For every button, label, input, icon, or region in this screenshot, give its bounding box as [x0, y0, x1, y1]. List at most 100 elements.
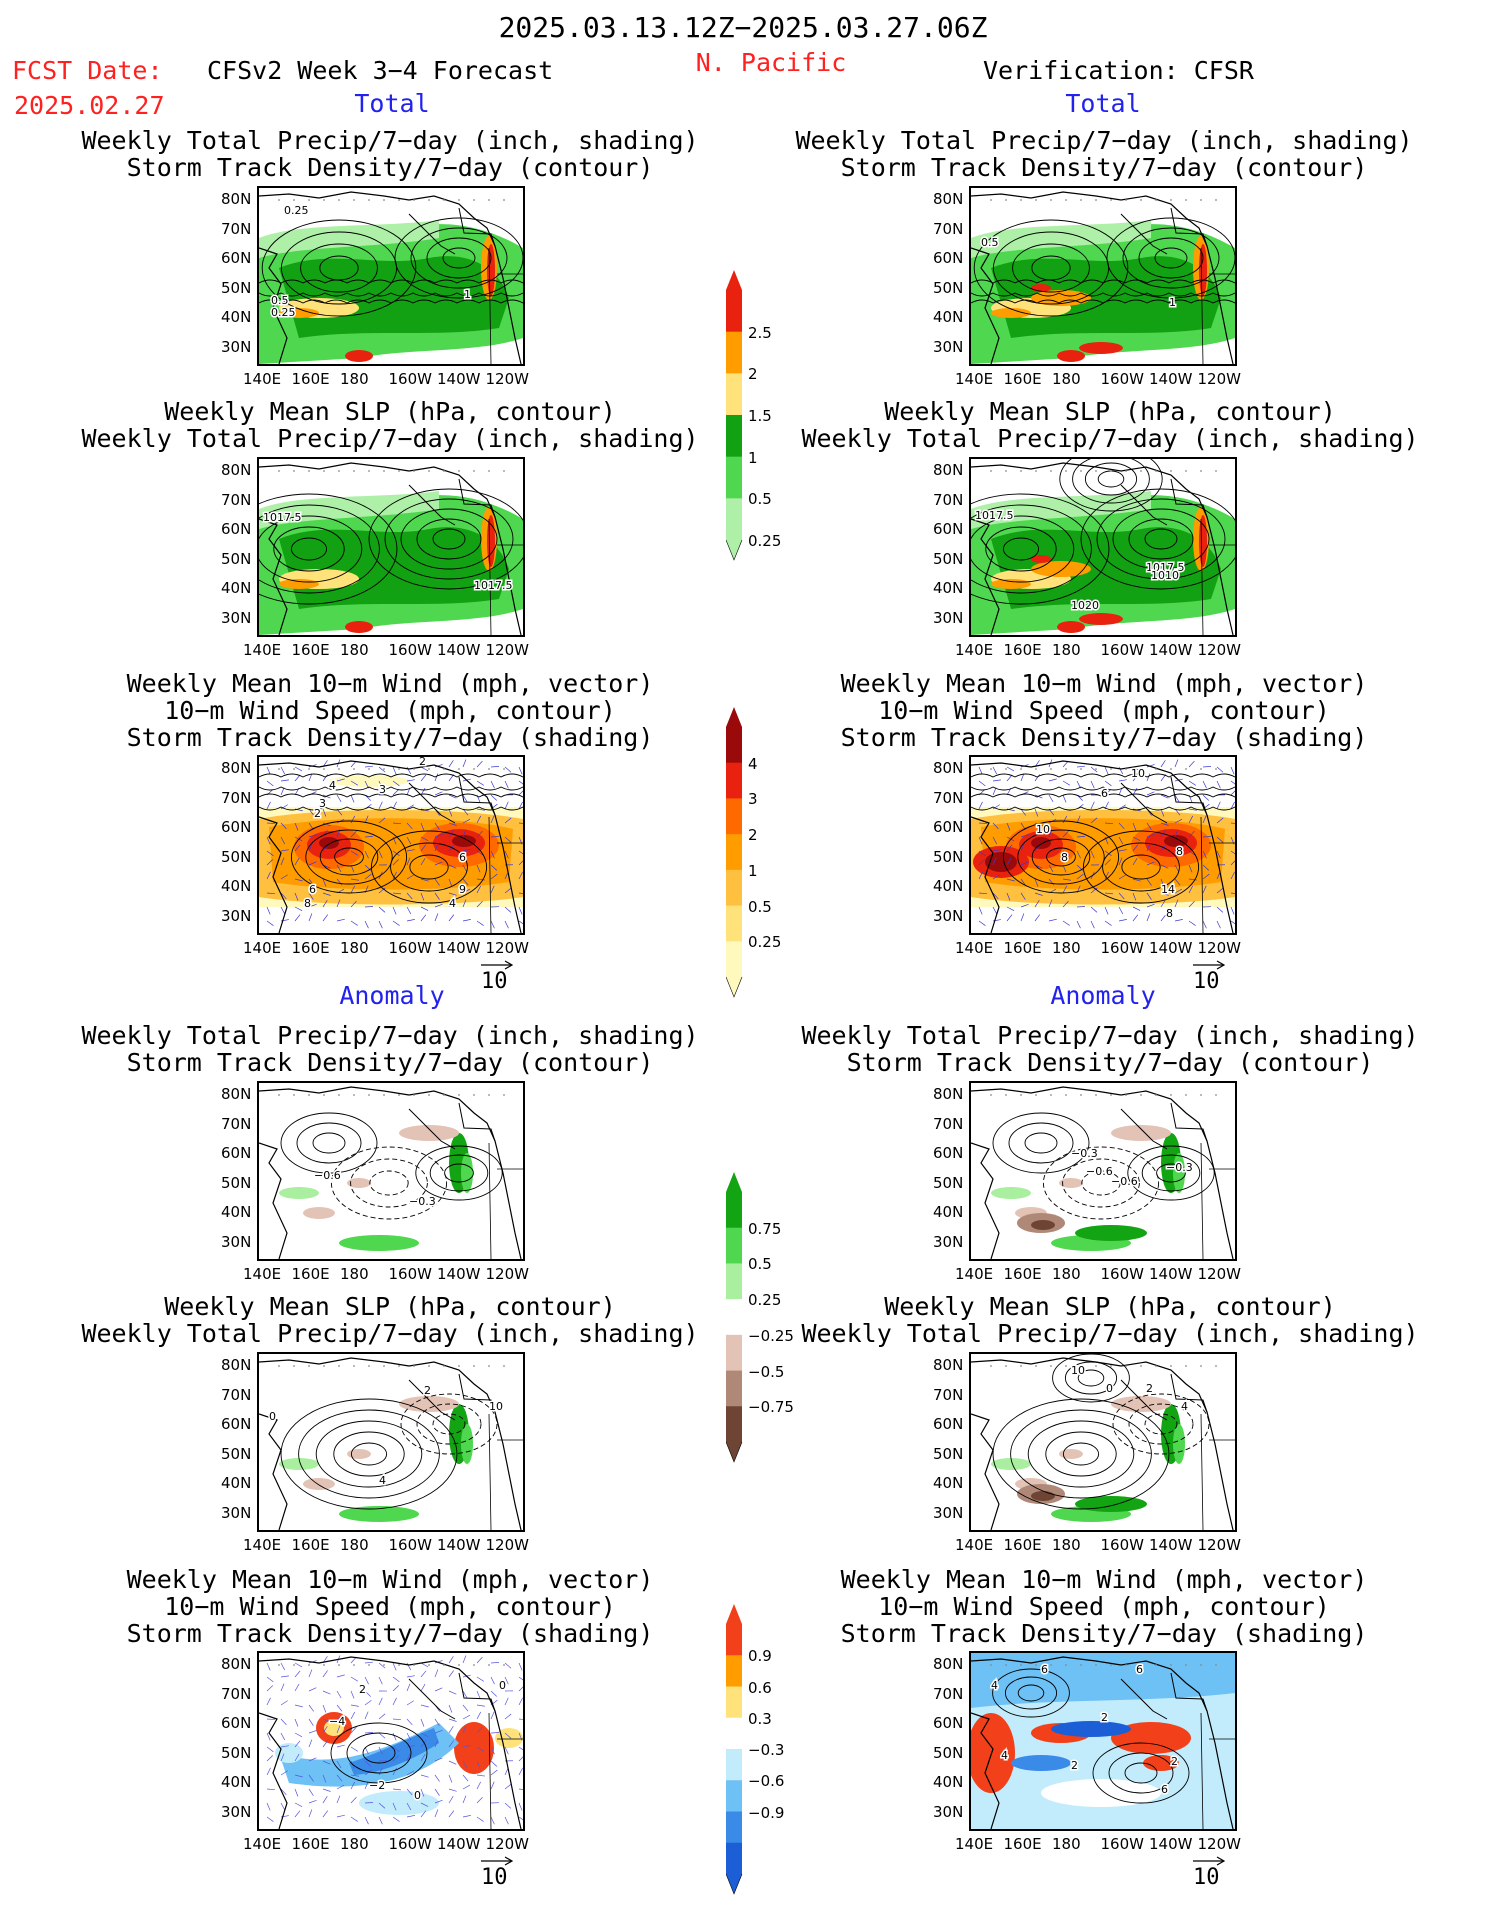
wind-vector — [364, 1746, 369, 1755]
wind-vector — [1006, 766, 1015, 772]
coastline-asia — [259, 191, 410, 364]
wind-vector — [1146, 861, 1155, 866]
wind-vector — [1188, 760, 1195, 768]
lon-tick-label: 120W — [1197, 1835, 1241, 1853]
grid-dot — [413, 1664, 415, 1666]
precip-red — [487, 244, 495, 296]
wind-vector — [448, 1704, 453, 1713]
grid-dot — [1110, 768, 1112, 770]
grid-dot — [1215, 470, 1217, 472]
reference-vector-label: 10 — [481, 969, 508, 994]
lat-tick-label: 30N — [933, 337, 964, 356]
slp-anom-contour — [1128, 1403, 1194, 1445]
map-panel-12: 6 6 4 2 4 2 2 6 — [969, 1651, 1237, 1831]
contour-label: 6 — [1041, 1663, 1048, 1676]
grid-dot — [1020, 768, 1022, 770]
lat-tick-label: 80N — [933, 1085, 964, 1103]
lon-tick-label: 180 — [340, 641, 369, 659]
wind-vector — [518, 1662, 523, 1671]
wind-vector — [1188, 850, 1196, 856]
anom-precip-dry — [1111, 1396, 1171, 1412]
wind-vector — [294, 1704, 303, 1708]
precip-red — [1199, 515, 1207, 567]
panel-5-title-line-1: Weekly Mean 10−m Wind (mph, vector) — [126, 669, 654, 698]
wind-vector — [294, 1753, 300, 1762]
storm-contour — [259, 299, 523, 304]
storm-shading — [1031, 837, 1051, 849]
wind-vector — [406, 892, 413, 900]
lat-tick-label: 70N — [933, 219, 964, 238]
wind-vector — [294, 1810, 301, 1818]
wind-vector — [1090, 817, 1098, 824]
panel-2-title-line-2: Storm Track Density/7−day (contour) — [840, 153, 1368, 182]
grid-dot — [413, 1094, 415, 1096]
lon-tick-label: 180 — [340, 939, 369, 957]
slp-contour — [259, 493, 398, 605]
wind-vector — [1062, 920, 1070, 926]
wind-vector — [476, 1676, 484, 1682]
contour-label: −0.3 — [1166, 1161, 1193, 1174]
colorbar-swatch — [726, 1780, 742, 1812]
grid-dot — [308, 470, 310, 472]
map-panel-1: 0.25 0.5 0.25 1 — [257, 186, 525, 366]
slp-contour — [290, 537, 328, 561]
wind-vector — [266, 822, 276, 824]
contour-label: 10 — [1071, 1364, 1085, 1377]
storm-anom-contour — [1081, 1170, 1121, 1196]
wind-vector — [364, 765, 373, 768]
wind-vector — [322, 1740, 328, 1748]
wind-vector — [294, 844, 301, 852]
coastline-asia — [971, 760, 1122, 933]
windspeed-anom-contour — [1017, 1684, 1045, 1702]
coastline-asia — [259, 760, 410, 933]
grid-dot — [1185, 1094, 1187, 1096]
grid-dot — [1080, 768, 1082, 770]
slp-contour — [1144, 528, 1178, 550]
colorbar-label: 2 — [748, 826, 758, 845]
wind-vector — [420, 822, 425, 831]
slp-contour — [1128, 518, 1194, 560]
wind-vector — [1174, 888, 1183, 894]
wind-vector — [1118, 906, 1124, 915]
wind-vector — [1118, 836, 1124, 845]
contour-label: 10 — [1036, 823, 1050, 836]
precip-orange — [991, 308, 1031, 318]
lat-tick-label: 30N — [221, 608, 252, 627]
slp-contour — [1084, 462, 1138, 496]
grid-dot — [383, 768, 385, 770]
slp-anom-contour — [298, 1409, 440, 1499]
colorbar-label: −0.75 — [748, 1398, 794, 1417]
colorbar-swatch — [726, 1263, 742, 1300]
wind-vector — [308, 892, 314, 900]
map-plot-11: −4 2 −2 0 0 — [259, 1655, 523, 1829]
wind-vector — [392, 859, 399, 866]
wind-vector — [1076, 836, 1086, 838]
wind-vector — [434, 843, 439, 852]
anom-precip-dry — [1111, 1125, 1171, 1141]
wind-vector — [462, 759, 467, 768]
wind-vector — [1202, 780, 1207, 789]
grid-dot — [1125, 470, 1127, 472]
section-anomaly-right: Anomaly — [1050, 981, 1156, 1010]
political-border — [1200, 518, 1235, 635]
wind-vector — [266, 1676, 274, 1683]
colorbar-end — [726, 539, 743, 561]
grid-dot — [1005, 1094, 1007, 1096]
wind-vector — [1034, 808, 1039, 817]
lat-tick-label: 80N — [221, 190, 252, 208]
lon-tick-label: 140W — [1149, 370, 1193, 388]
wind-vector — [1020, 834, 1029, 838]
grid-dot — [293, 1365, 295, 1367]
wind-vector — [1216, 780, 1221, 789]
grid-dot — [398, 1094, 400, 1096]
wind-vector — [1118, 804, 1126, 810]
wind-vector — [378, 766, 386, 773]
lon-tick-label: 160E — [291, 1265, 330, 1283]
wind-vector — [266, 1697, 271, 1706]
wind-vector — [978, 920, 986, 926]
grid-dot — [488, 768, 490, 770]
grid-dot — [1215, 768, 1217, 770]
lon-tick-label: 120W — [485, 1835, 529, 1853]
lat-tick-label: 70N — [933, 1684, 964, 1703]
